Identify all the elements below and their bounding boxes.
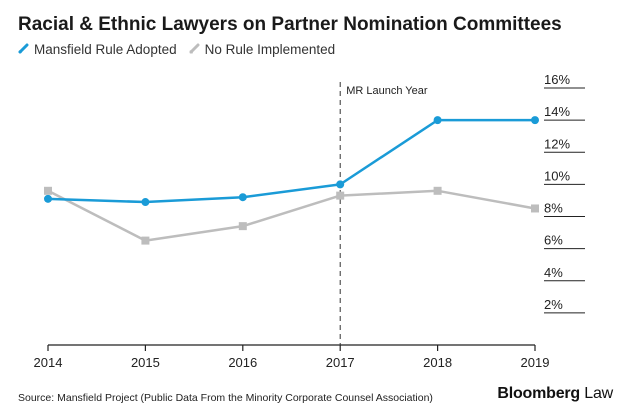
source-note: Source: Mansfield Project (Public Data F… [18,392,433,404]
data-point [531,116,539,125]
y-tick-label: 2% [544,297,563,312]
annotation-label: MR Launch Year [346,85,428,97]
data-point [141,236,150,245]
series-line-0 [47,118,535,204]
y-tick-label: 14% [544,104,570,119]
legend-item-mansfield: Mansfield Rule Adopted [18,42,177,57]
data-point [44,194,52,203]
data-point [336,180,345,189]
data-point [238,222,247,231]
y-tick-label: 16% [544,72,570,87]
y-tick-label: 12% [544,136,570,151]
x-tick-label: 2016 [228,355,257,370]
data-point [433,116,442,125]
y-tick-label: 10% [544,168,570,183]
brand-secondary: Law [580,385,613,402]
y-tick-label: 4% [544,265,563,280]
y-tick-label: 6% [544,233,563,248]
legend-label-no-rule: No Rule Implemented [204,42,336,57]
legend-label-mansfield: Mansfield Rule Adopted [34,42,177,57]
data-point [238,193,247,202]
legend-item-no-rule: No Rule Implemented [189,42,336,57]
series-line-1 [47,189,536,242]
data-point [531,204,539,213]
x-tick-label: 2017 [326,355,355,370]
x-tick-label: 2018 [423,355,452,370]
y-tick-label: 8% [544,201,563,216]
data-point [44,186,52,195]
legend: Mansfield Rule Adopted No Rule Implement… [18,42,347,57]
data-point [336,191,345,200]
pen-line-icon [189,42,201,57]
x-tick-label: 2015 [131,355,160,370]
chart-title: Racial & Ethnic Lawyers on Partner Nomin… [18,14,562,35]
x-tick-label: 2019 [521,355,550,370]
data-point [433,186,442,195]
x-tick-label: 2014 [34,355,63,370]
data-point [141,198,150,207]
pen-line-icon [18,42,30,57]
brand-logo: Bloomberg Law [497,385,613,403]
brand-primary: Bloomberg [497,385,580,402]
